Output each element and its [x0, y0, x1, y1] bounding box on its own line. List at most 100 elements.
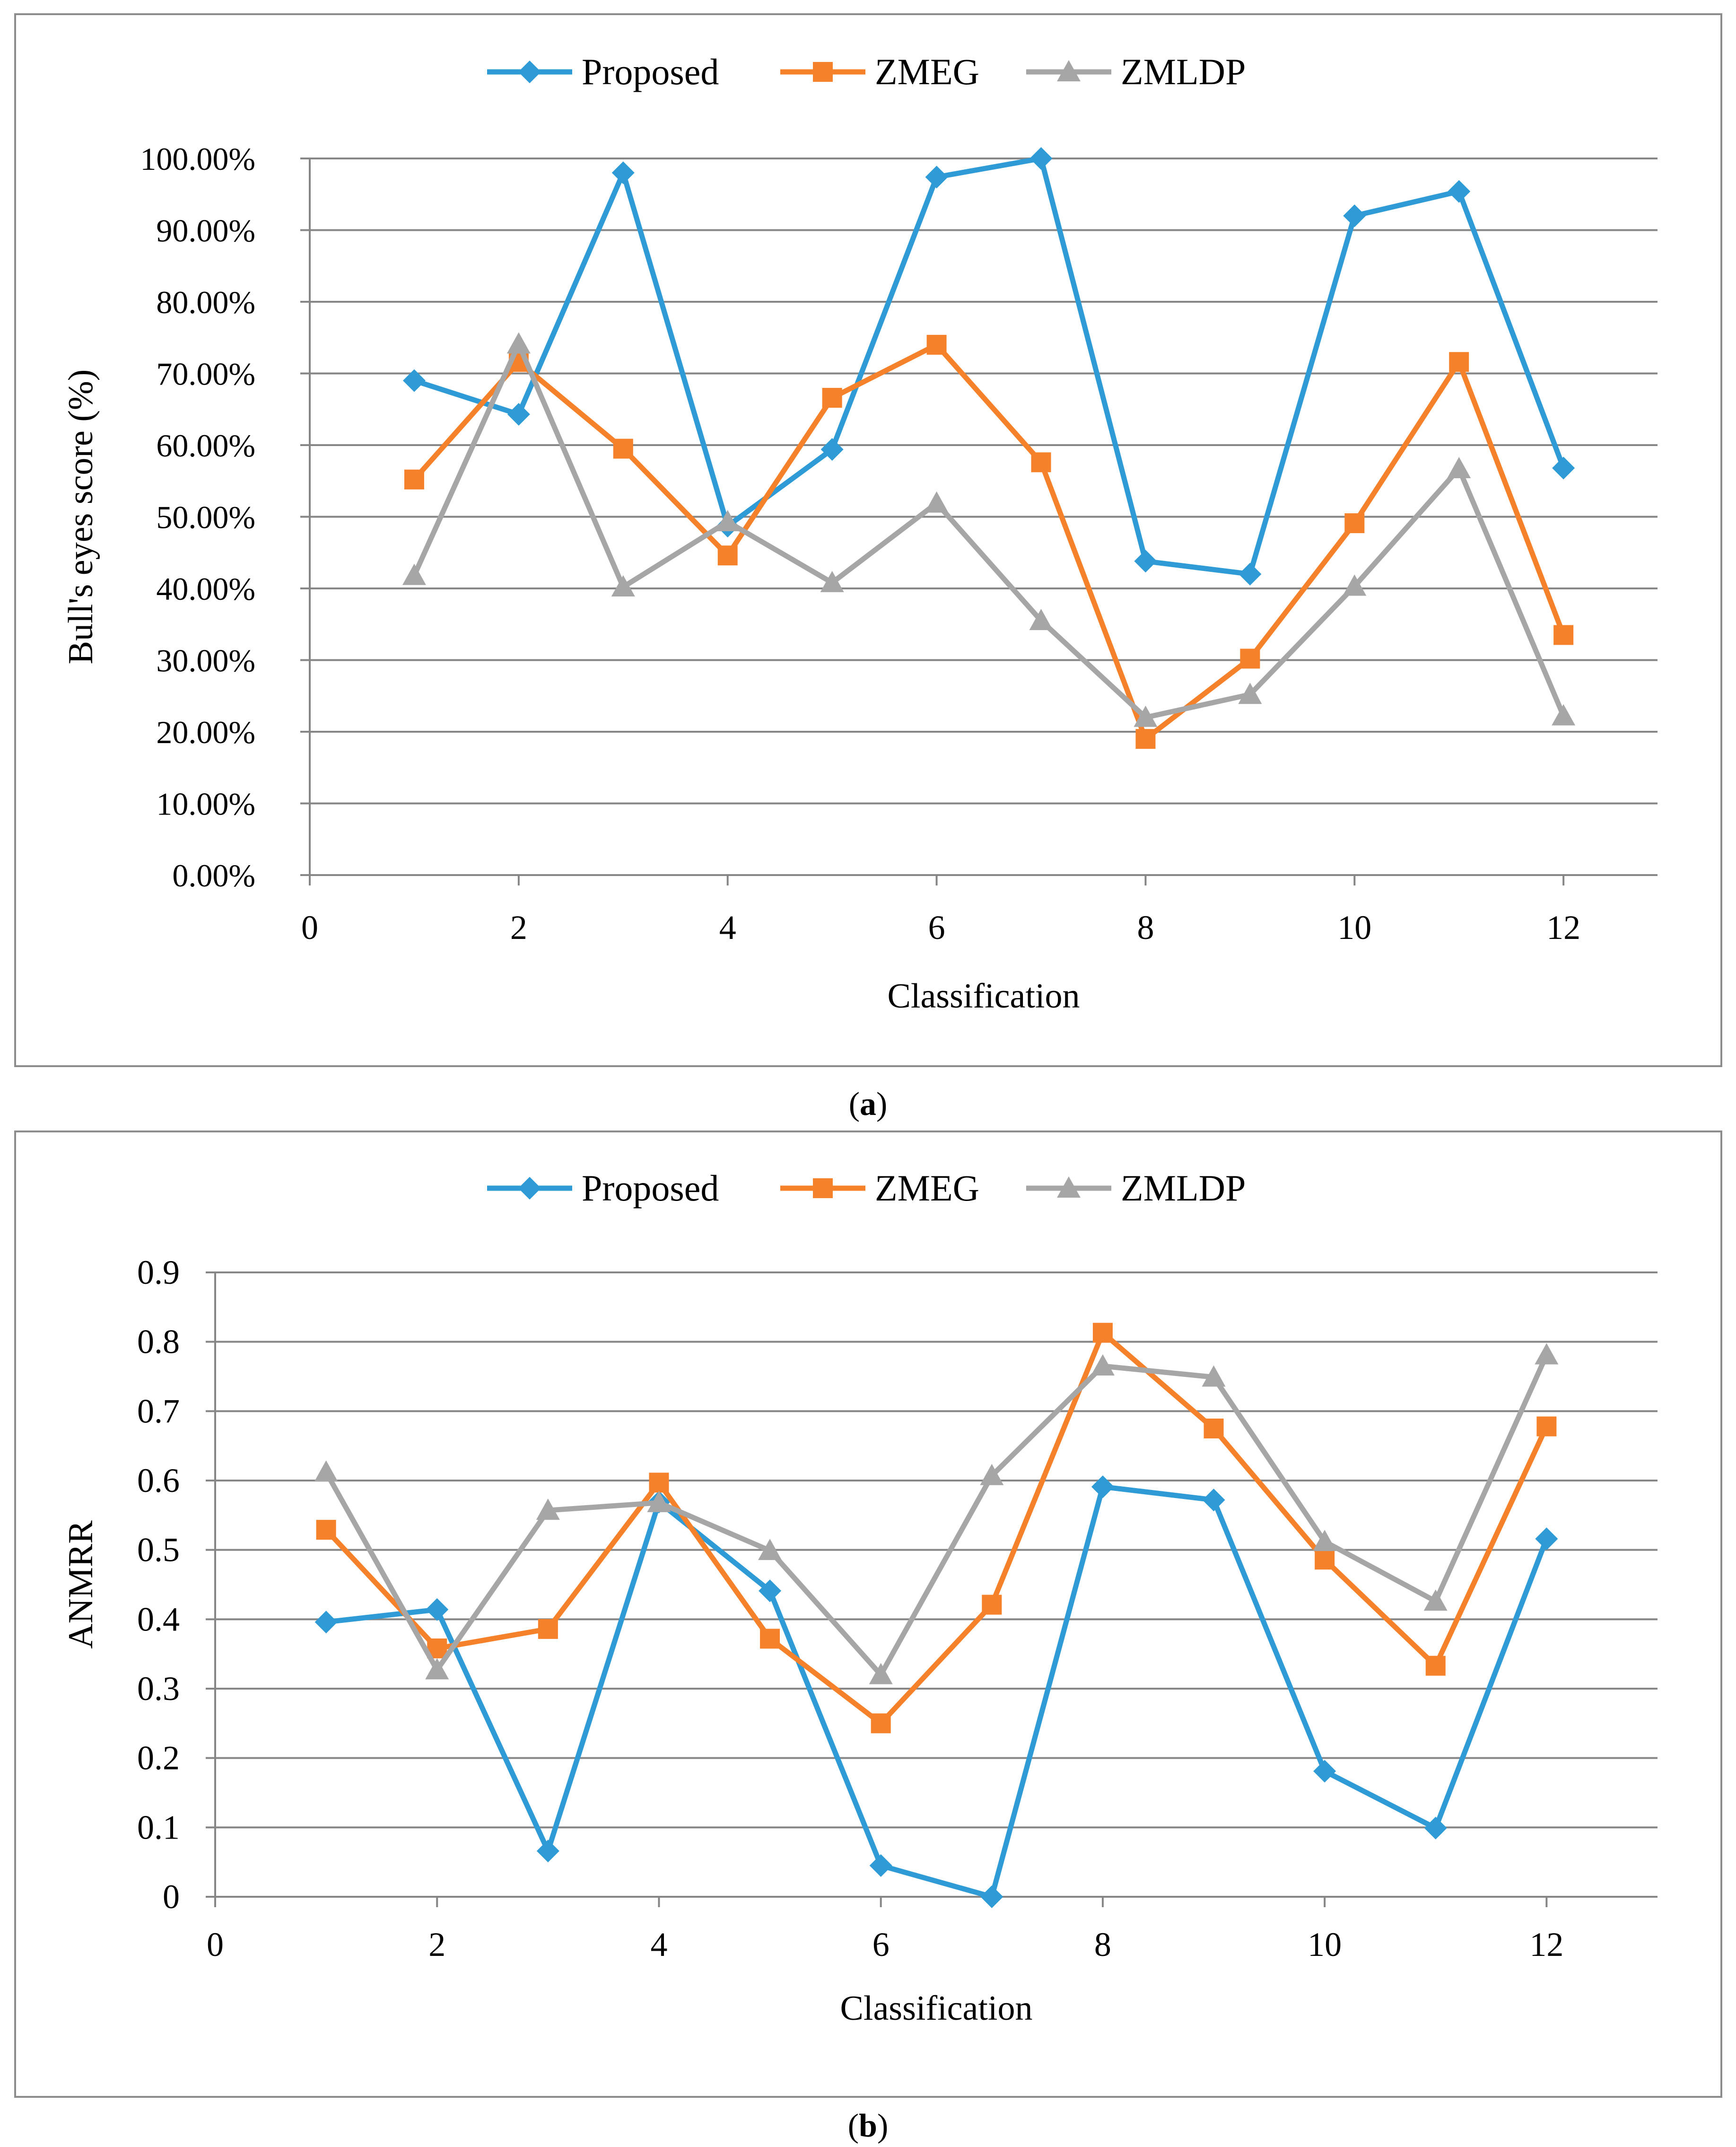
chart-a-series-proposed-point: [1552, 456, 1575, 480]
chart-a-series-zmldp-point: [1447, 456, 1471, 478]
chart-a-series-zmeg-point: [1553, 625, 1574, 645]
chart-a-series-zmeg-point: [926, 334, 947, 355]
chart-a-series-zmeg-point: [404, 469, 424, 490]
chart-b-series-zmeg-point: [871, 1713, 891, 1734]
chart-b-legend-marker-proposed: [518, 1177, 541, 1200]
chart-b-x-tick-label: 8: [1094, 1926, 1111, 1963]
chart-a-series-zmeg-point: [822, 388, 842, 408]
chart-b-series-zmldp-point: [980, 1463, 1004, 1485]
chart-b-series-zmldp-point: [647, 1490, 671, 1512]
chart-a-legend-marker-zmeg: [813, 62, 833, 82]
chart-a-x-tick-label: 8: [1137, 909, 1154, 946]
chart-a-legend-label-zmldp: ZMLDP: [1121, 51, 1246, 92]
chart-b-x-tick-label: 2: [428, 1926, 445, 1963]
chart-b-legend-label-zmeg: ZMEG: [875, 1167, 979, 1209]
chart-a-series-proposed-point: [1029, 147, 1053, 170]
chart-b-series-proposed-point: [1535, 1527, 1558, 1551]
chart-a-series-proposed-point: [611, 161, 635, 184]
chart-b-y-tick-label: 0: [163, 1878, 180, 1916]
chart-a-y-tick-label: 90.00%: [156, 213, 255, 249]
chart-b-series-zmeg-point: [1425, 1656, 1446, 1676]
chart-a-series-zmeg-point: [1135, 729, 1156, 749]
chart-a-legend-marker-zmldp: [1057, 60, 1081, 81]
chart-b-series-proposed-point: [980, 1885, 1003, 1908]
chart-a-series-zmldp-point: [611, 575, 635, 596]
chart-a-series-zmldp-line: [411, 341, 1566, 720]
chart-a-series-proposed-point: [1239, 562, 1262, 586]
chart-a-series-zmeg-point: [1240, 648, 1260, 669]
chart-b-series-zmeg-point: [1204, 1419, 1224, 1438]
chart-a-series-zmldp-point: [715, 510, 740, 532]
caption-a-label: a: [860, 1086, 876, 1122]
chart-b-series-proposed-point: [1202, 1489, 1225, 1512]
chart-a-x-tick-label: 2: [510, 909, 527, 946]
chart-b-x-tick-label: 6: [872, 1926, 890, 1963]
chart-b-x-tick-label: 4: [650, 1926, 667, 1963]
chart-b-series-zmeg-point: [760, 1629, 780, 1649]
chart-a-series-zmldp-point: [1134, 705, 1158, 727]
chart-b-y-tick-label: 0.2: [137, 1739, 180, 1777]
chart-b-series-zmldp-point: [536, 1499, 560, 1520]
chart-b-y-tick-label: 0.6: [137, 1462, 180, 1499]
chart-a-series-zmeg-point: [1449, 352, 1469, 372]
chart-b-legend-label-proposed: Proposed: [582, 1167, 719, 1209]
chart-b-series-zmeg-point: [649, 1472, 669, 1493]
chart-b-y-tick-label: 0.1: [137, 1808, 180, 1846]
chart-b-y-axis-title: ANMRR: [61, 1520, 100, 1649]
chart-a-series-zmeg-point: [613, 438, 633, 459]
chart-a-series-proposed-point: [1343, 204, 1366, 228]
caption-a: (a): [848, 1086, 888, 1122]
chart-a-legend-label-proposed: Proposed: [582, 51, 719, 92]
chart-b-series-zmeg-point: [982, 1595, 1002, 1615]
caption-b: (b): [847, 2108, 889, 2144]
chart-b-series-proposed-point: [314, 1611, 338, 1634]
chart-a-y-tick-label: 100.00%: [140, 141, 255, 177]
chart-b-series-zmldp-point: [1423, 1589, 1448, 1611]
chart-a-x-tick-label: 0: [301, 909, 318, 946]
chart-a-series-zmeg-point: [1344, 513, 1365, 534]
chart-b-series-zmeg-point: [1092, 1323, 1113, 1343]
chart-a-legend-marker-proposed: [518, 61, 541, 83]
chart-b-series-zmldp-point: [1313, 1530, 1337, 1551]
chart-b-y-tick-label: 0.5: [137, 1531, 180, 1569]
chart-b-series-proposed-point: [759, 1579, 782, 1603]
chart-b-x-tick-label: 10: [1308, 1926, 1342, 1963]
chart-a-series-proposed-line: [413, 156, 1566, 577]
chart-b-y-tick-label: 0.7: [137, 1392, 180, 1430]
chart-b-series-zmeg-point: [1315, 1550, 1335, 1570]
chart-a-legend-label-zmeg: ZMEG: [875, 51, 979, 92]
chart-b-series-proposed-point: [1424, 1816, 1447, 1840]
chart-a-y-tick-label: 20.00%: [156, 714, 255, 750]
chart-b-series-zmldp-point: [425, 1658, 449, 1680]
chart-a-series-zmldp-point: [820, 570, 844, 592]
chart-a-series-zmldp-point: [402, 563, 426, 585]
chart-b-series-zmeg-point: [538, 1619, 558, 1639]
chart-a-y-tick-label: 70.00%: [156, 356, 255, 392]
chart-a-y-tick-label: 80.00%: [156, 284, 255, 320]
chart-b-series-proposed-point: [1313, 1760, 1336, 1783]
chart-b-legend-label-zmldp: ZMLDP: [1121, 1167, 1246, 1209]
chart-a-series-proposed-point: [1134, 550, 1157, 573]
chart-a-series-zmldp-point: [1552, 704, 1576, 726]
chart-a-x-tick-label: 12: [1546, 909, 1580, 946]
chart-a-frame: [14, 13, 1722, 1067]
chart-a-y-axis-title: Bull's eyes score (%): [61, 369, 100, 665]
chart-a-y-tick-label: 10.00%: [156, 786, 255, 822]
chart-a-series-zmldp-point: [925, 491, 949, 513]
chart-a-y-tick-label: 60.00%: [156, 428, 255, 464]
chart-b-legend-marker-zmeg: [813, 1178, 833, 1198]
chart-b-series-zmldp-point: [1535, 1343, 1559, 1365]
chart-a-y-tick-label: 50.00%: [156, 500, 255, 535]
chart-a-series-zmeg-line: [412, 342, 1566, 742]
chart-a-y-tick-label: 40.00%: [156, 571, 255, 607]
chart-a-series-zmldp-point: [506, 332, 531, 354]
chart-b-y-tick-label: 0.3: [137, 1670, 180, 1708]
chart-a-y-tick-label: 30.00%: [156, 643, 255, 679]
chart-b-series-zmeg-line: [324, 1330, 1549, 1726]
chart-b-series-proposed-point: [536, 1840, 559, 1863]
chart-a-x-tick-label: 4: [719, 909, 736, 946]
chart-b-y-tick-label: 0.8: [137, 1323, 180, 1361]
chart-a-y-tick-label: 0.00%: [172, 858, 255, 894]
chart-b-series-zmldp-point: [1090, 1354, 1115, 1376]
